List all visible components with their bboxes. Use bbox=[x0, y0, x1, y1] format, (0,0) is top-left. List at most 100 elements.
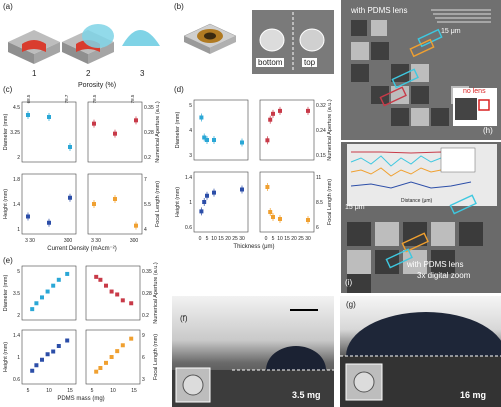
chart-c: 2 3.25 4.5 0.2 0.28 0.35 1 1.4 1.8 4 5.5 7 Diameter … bbox=[3, 94, 161, 252]
data-point bbox=[199, 209, 204, 214]
x-tick-label: 5 bbox=[272, 236, 275, 242]
scale-i: 15 μm bbox=[345, 204, 365, 211]
mass-label-f: 3.5 mg bbox=[292, 390, 321, 400]
step-label-1: 1 bbox=[32, 69, 37, 78]
x-tick-label: 300 bbox=[64, 238, 73, 244]
y-axis-title-top-right: Numerical Aperture (a.u.) bbox=[155, 101, 161, 163]
caption-i-1: with PDMS lens bbox=[407, 260, 464, 269]
data-point bbox=[47, 220, 51, 225]
data-point bbox=[115, 292, 120, 297]
y-tick-label: 6 bbox=[316, 225, 319, 231]
data-point bbox=[212, 138, 216, 142]
data-point bbox=[120, 298, 125, 303]
y-tick-label: 3 bbox=[189, 153, 192, 159]
panel-b: (b) bottom top bbox=[172, 0, 340, 80]
x-tick-label: 25 bbox=[298, 236, 304, 242]
data-point bbox=[205, 138, 209, 142]
y-tick-label: 5 bbox=[189, 103, 192, 109]
plot-frame-top-left bbox=[21, 265, 77, 321]
data-point bbox=[45, 352, 50, 357]
x-tick-label: 10 bbox=[211, 236, 217, 242]
inset-x-label: Distance (μm) bbox=[401, 198, 433, 204]
y-axis-title-bottom-left: Height (mm) bbox=[175, 187, 181, 217]
data-point bbox=[98, 277, 103, 282]
top-label: top bbox=[302, 58, 318, 67]
data-point bbox=[34, 363, 39, 368]
data-point bbox=[115, 349, 120, 354]
y-tick-label: 0.32 bbox=[316, 103, 326, 109]
panel-label-a: (a) bbox=[3, 2, 13, 11]
y-axis-title-top-left: Diameter (mm) bbox=[175, 112, 181, 149]
x-tick-label: 300 bbox=[130, 238, 139, 244]
x-tick-label: 5 bbox=[206, 236, 209, 242]
porosity-axis-title: Porosity (%) bbox=[78, 82, 117, 89]
plot-frame-top-left bbox=[193, 99, 249, 161]
panel-g: (g) 16 mg bbox=[340, 296, 501, 407]
y-tick-label: 5.5 bbox=[144, 202, 151, 208]
y-tick-label: 1.4 bbox=[13, 333, 20, 339]
y-tick-label: 0.15 bbox=[316, 153, 326, 159]
data-point bbox=[30, 307, 35, 312]
panel-f: (f) 3.5 mg bbox=[172, 296, 334, 407]
y-tick-label: 0.35 bbox=[142, 269, 152, 275]
panel-c: (c) Porosity (%) 2 3.25 4.5 0.2 0.28 0.35 1 1.4… bbox=[0, 82, 170, 252]
data-point bbox=[205, 193, 209, 198]
panel-label-e: (e) bbox=[3, 256, 13, 265]
y-tick-label: 9 bbox=[142, 333, 145, 339]
panel-i: Distance (μm) 15 μm with PDMS lens 3x di… bbox=[341, 142, 501, 293]
y-tick-label: 1.4 bbox=[13, 202, 20, 208]
data-point bbox=[265, 138, 270, 143]
data-point bbox=[26, 113, 30, 117]
plot-frame-bottom-left bbox=[21, 329, 77, 385]
data-point bbox=[104, 283, 108, 288]
data-point bbox=[47, 115, 51, 119]
data-point bbox=[92, 121, 96, 126]
resolution-target-zoom bbox=[341, 142, 501, 293]
y-tick-label: 0.6 bbox=[185, 225, 192, 231]
plot-frame-top-left bbox=[21, 101, 77, 163]
plot-frame-top-right bbox=[87, 101, 143, 163]
plot-frame-bottom-right bbox=[85, 329, 141, 385]
y-tick-label: 1 bbox=[17, 227, 20, 233]
data-point bbox=[134, 223, 138, 228]
data-point bbox=[109, 289, 114, 294]
step-label-2: 2 bbox=[86, 69, 91, 78]
x-tick-label: 15 bbox=[67, 388, 73, 394]
y-axis-title-bottom-left: Height (mm) bbox=[3, 189, 9, 219]
x-axis-title: PDMS mass (mg) bbox=[57, 396, 104, 402]
x-tick-label: 30 bbox=[239, 236, 245, 242]
y-tick-label: 2 bbox=[17, 313, 20, 319]
panel-label-i: (i) bbox=[345, 278, 353, 287]
panel-e: (e) 2 3.5 5 0.2 0.28 0.35 0.6 1 1.4 3 6 9 Diameter (… bbox=[0, 256, 170, 407]
x-tick-label: 0 bbox=[265, 236, 268, 242]
y-axis-title-top-left: Diameter (mm) bbox=[3, 114, 9, 151]
data-point bbox=[278, 217, 282, 221]
x-tick-label: 3 30 bbox=[25, 238, 35, 244]
lens-fabrication-steps: 1 2 3 bbox=[8, 24, 160, 78]
y-axis-title-top-left: Diameter (mm) bbox=[3, 275, 9, 312]
data-point bbox=[56, 344, 61, 348]
y-tick-label: 7 bbox=[144, 177, 147, 183]
x-tick-label: 15 bbox=[131, 388, 137, 394]
plot-frame-top-right bbox=[259, 99, 315, 161]
mass-label-g: 16 mg bbox=[460, 390, 487, 400]
data-point bbox=[92, 202, 96, 206]
data-point bbox=[212, 190, 216, 195]
scale-h: 15 μm bbox=[441, 28, 461, 35]
y-tick-label: 5 bbox=[17, 269, 20, 275]
data-point bbox=[68, 145, 72, 149]
y-tick-label: 3.5 bbox=[13, 291, 20, 297]
y-tick-label: 0.35 bbox=[144, 105, 154, 111]
y-axis-title-top-right: Numerical Aperture (a.u.) bbox=[327, 99, 333, 161]
data-point bbox=[94, 274, 99, 279]
x-axis-title: Current Density (mAcm⁻²) bbox=[47, 246, 117, 252]
y-tick-label: 1 bbox=[189, 200, 192, 206]
data-point bbox=[98, 366, 103, 370]
y-tick-label: 1.4 bbox=[185, 175, 192, 181]
y-axis-title-bottom-right: Focal Length (mm) bbox=[327, 179, 333, 225]
panel-label-c: (c) bbox=[3, 85, 13, 94]
data-point bbox=[240, 140, 244, 145]
resolution-target-with-lens bbox=[341, 0, 501, 140]
data-point bbox=[113, 131, 117, 136]
data-point bbox=[268, 117, 273, 122]
